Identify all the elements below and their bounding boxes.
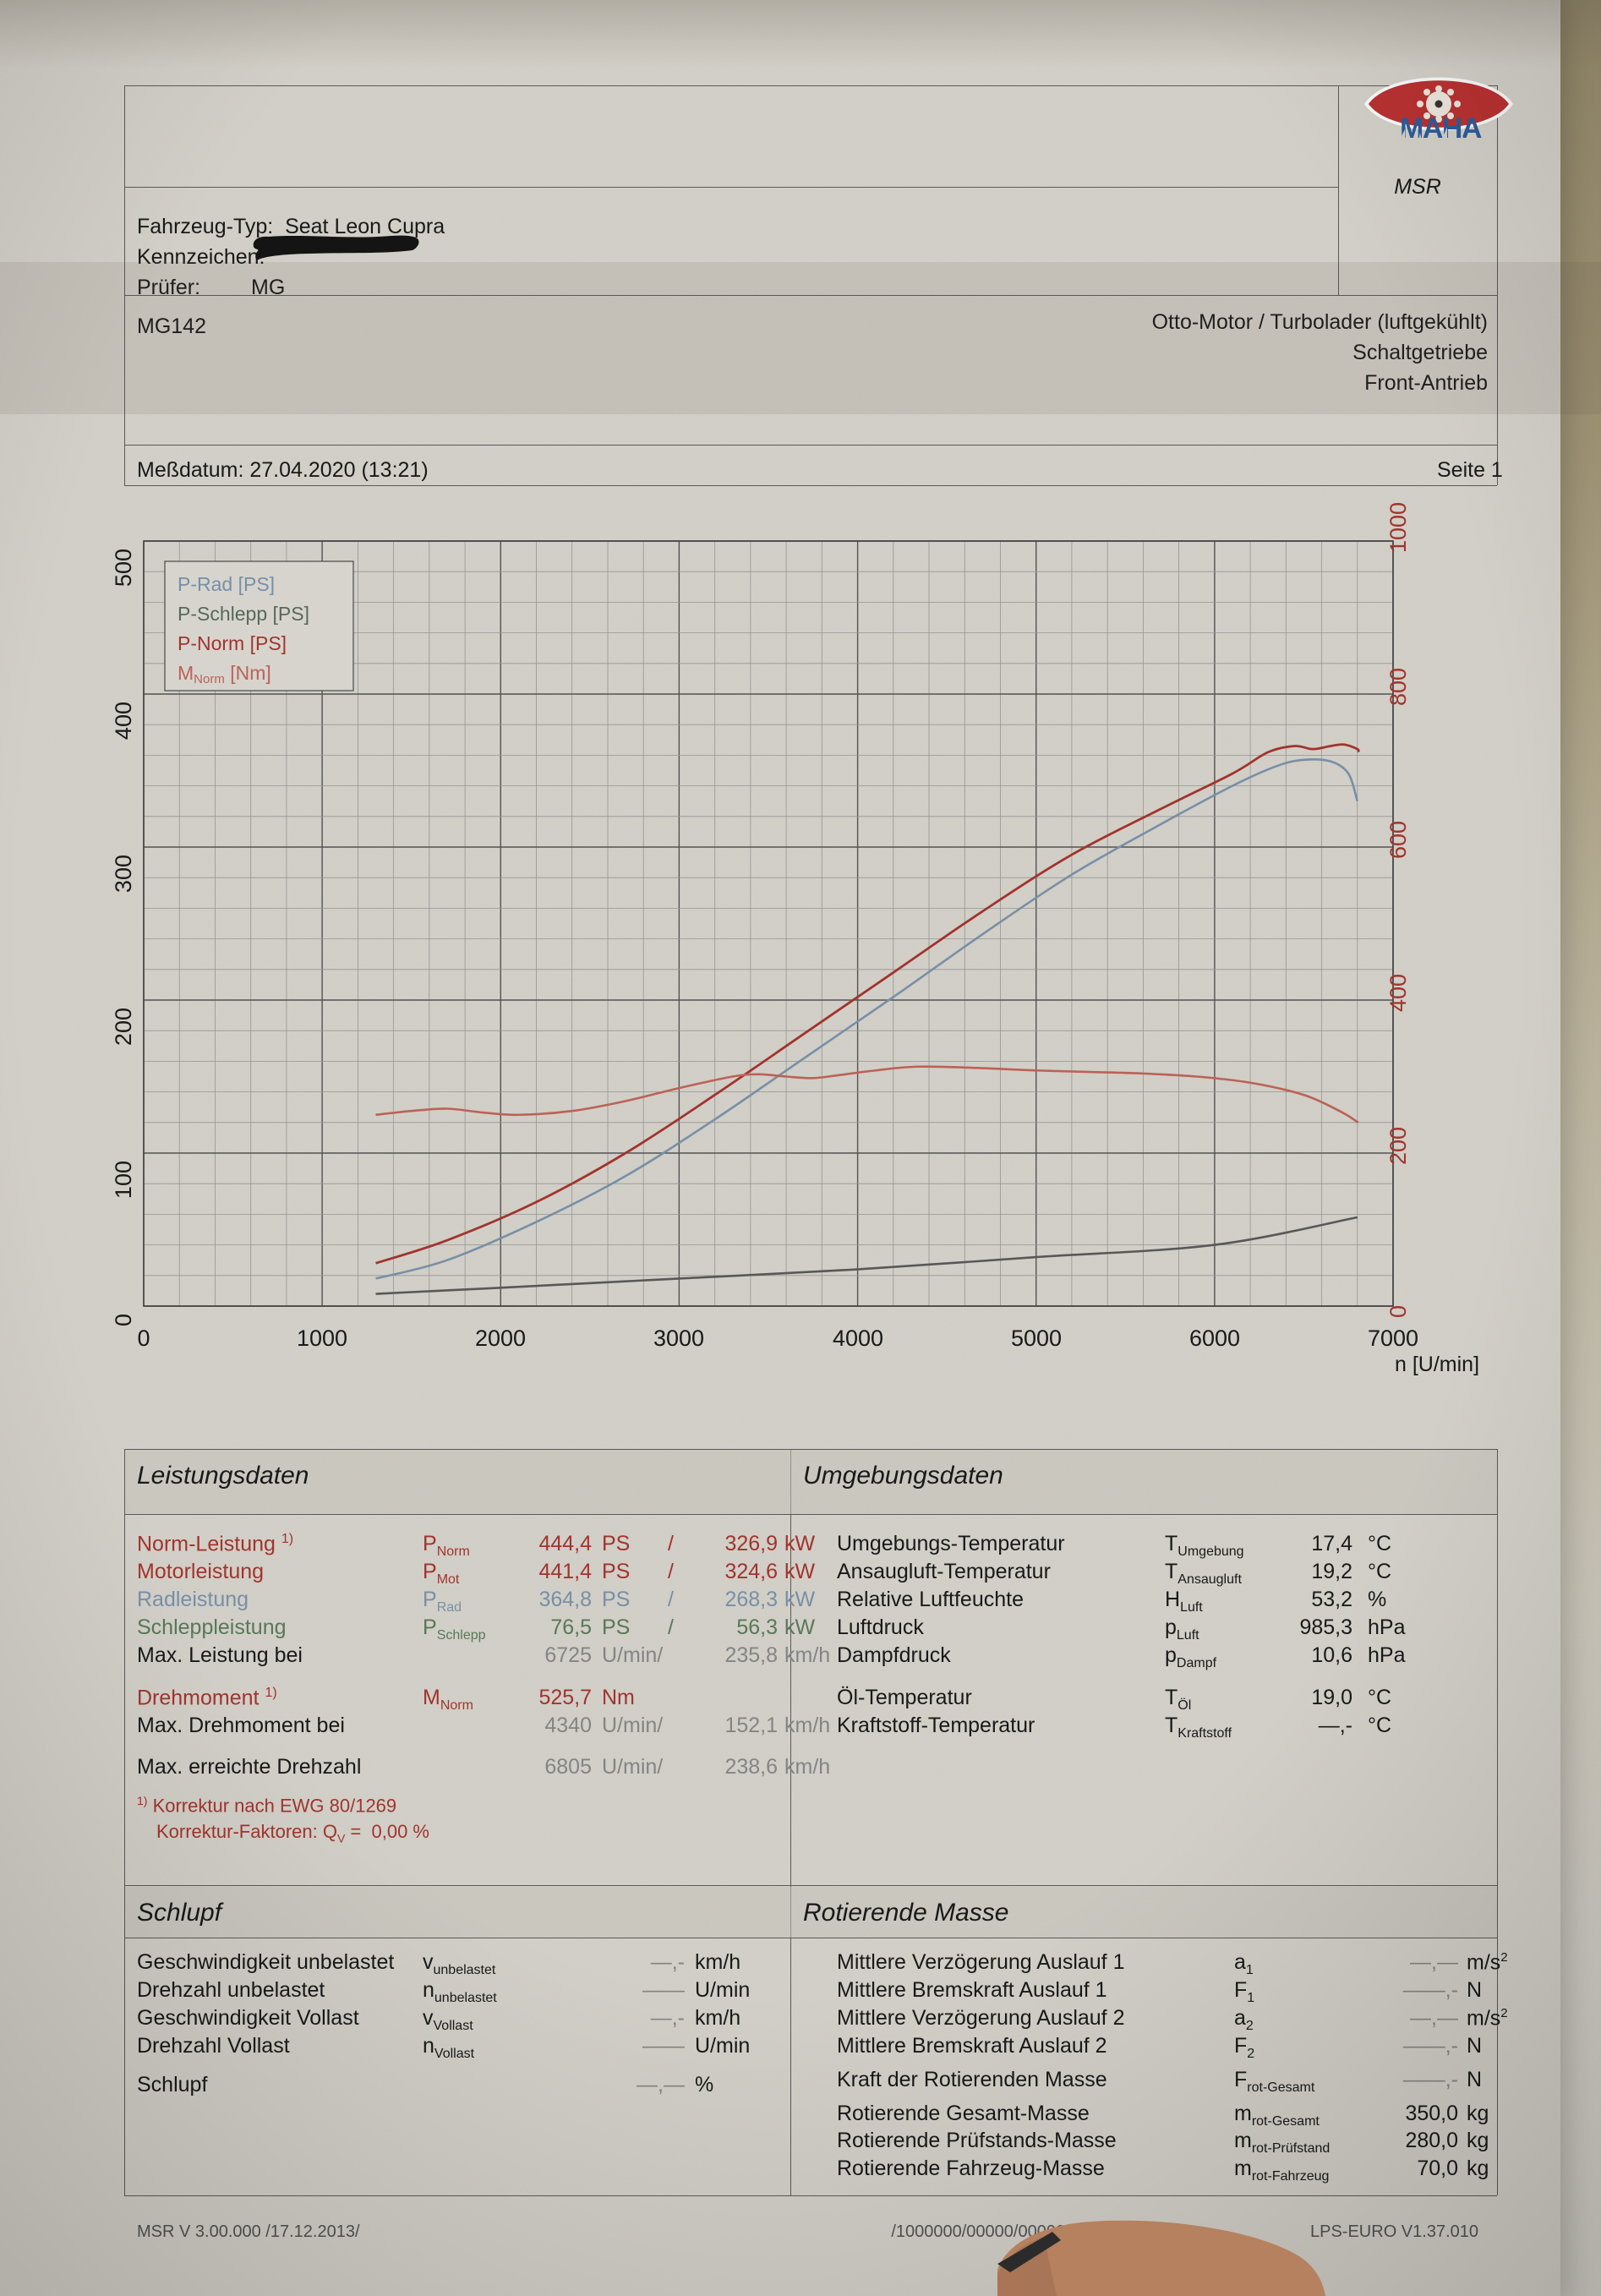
svg-text:300: 300 — [111, 855, 136, 893]
svg-text:400: 400 — [111, 702, 136, 740]
svg-text:0: 0 — [137, 1326, 150, 1351]
svg-text:1000: 1000 — [1385, 502, 1411, 553]
svg-text:MNorm [Nm]: MNorm [Nm] — [178, 662, 271, 686]
svg-text:P-Rad [PS]: P-Rad [PS] — [178, 573, 275, 595]
svg-text:3000: 3000 — [653, 1326, 704, 1351]
svg-text:0: 0 — [1385, 1305, 1411, 1318]
svg-text:600: 600 — [1385, 821, 1411, 859]
svg-text:400: 400 — [1385, 974, 1411, 1012]
svg-text:5000: 5000 — [1011, 1326, 1062, 1351]
svg-text:800: 800 — [1385, 668, 1411, 706]
svg-text:7000: 7000 — [1368, 1326, 1418, 1351]
svg-text:100: 100 — [111, 1161, 136, 1199]
svg-text:4000: 4000 — [833, 1326, 883, 1351]
svg-text:500: 500 — [111, 549, 136, 587]
svg-text:P-Norm [PS]: P-Norm [PS] — [178, 632, 287, 654]
svg-text:2000: 2000 — [475, 1326, 526, 1351]
svg-text:1000: 1000 — [297, 1326, 347, 1351]
svg-text:200: 200 — [111, 1008, 136, 1046]
svg-text:6000: 6000 — [1189, 1326, 1240, 1351]
svg-text:0: 0 — [111, 1314, 136, 1326]
svg-text:200: 200 — [1385, 1127, 1411, 1165]
svg-text:P-Schlepp [PS]: P-Schlepp [PS] — [178, 603, 309, 625]
svg-text:n [U/min]: n [U/min] — [1395, 1353, 1479, 1376]
